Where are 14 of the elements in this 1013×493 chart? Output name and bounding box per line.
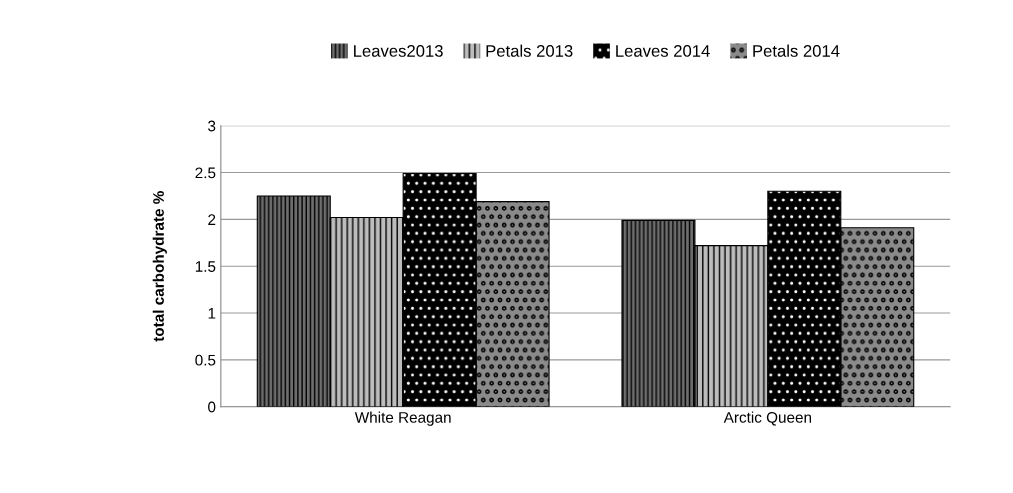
legend-label: Petals 2014 xyxy=(753,44,840,57)
y-tick-label: 3 xyxy=(208,120,216,132)
y-tick-label: 2 xyxy=(208,214,216,225)
legend-label: Petals 2013 xyxy=(486,44,573,57)
x-tick-label: Arctic Queen xyxy=(723,411,812,426)
x-tick-label: White Reagan xyxy=(354,411,451,426)
y-axis-title: total carbohydrate % xyxy=(152,191,167,342)
legend-label: Leaves2013 xyxy=(354,45,443,57)
y-tick-label: 0.5 xyxy=(195,354,216,366)
y-tick-label: 1 xyxy=(208,308,216,319)
y-tick-label: 0 xyxy=(208,401,216,413)
legend-label: Leaves 2014 xyxy=(616,45,710,57)
y-tick-label: 2.5 xyxy=(195,167,216,179)
y-tick-label: 1.5 xyxy=(195,261,216,272)
